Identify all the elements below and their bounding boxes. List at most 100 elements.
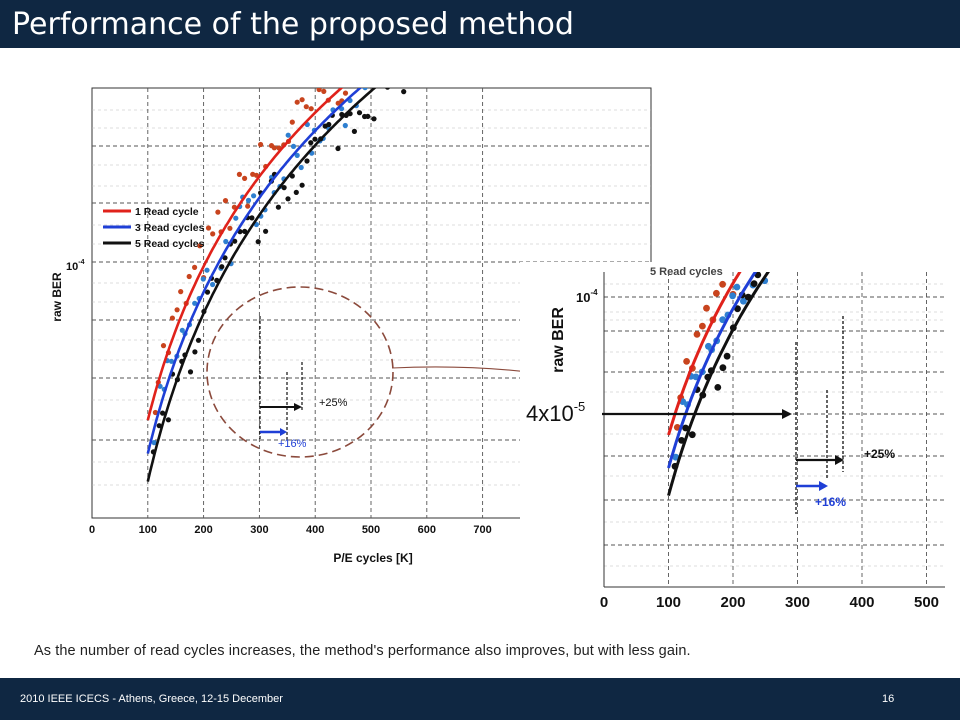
main-dot-r3-56 [402, 53, 407, 58]
zoom-inset: 5 Read cycles 0 100 200 300 400 500 10-4 raw … [520, 50, 952, 614]
zoom-dot-r3-42 [889, 124, 896, 131]
slide-caption: As the number of read cycles increases, … [34, 643, 691, 659]
zoom-dot-r1-17 [760, 242, 767, 249]
main-dot-r1-62 [430, 25, 435, 30]
main-dot-r5-50 [374, 68, 379, 73]
main-dot-r5-58 [412, 71, 417, 76]
zoom-dot-r1-32 [838, 118, 845, 125]
zoom-dot-r1-49 [927, 50, 934, 57]
zoom-dot-r1-21 [781, 221, 788, 228]
legend-label-1: 1 Read cycle [135, 206, 199, 218]
main-dot-r3-32 [294, 152, 300, 158]
main-dot-r5-62 [429, 26, 434, 31]
zoom-dot-r5-21 [780, 232, 787, 239]
zoom-curve-r1 [667, 272, 742, 436]
zoom-dot-r5-31 [832, 191, 839, 198]
main-dot-r1-4 [169, 315, 175, 321]
zoom-dot-r1-46 [910, 82, 917, 89]
zoom-dot-r5-23 [793, 256, 800, 263]
zoom-x-tick-0: 0 [600, 594, 608, 611]
zoom-dot-r5-32 [837, 207, 844, 214]
zoom-dot-r3-18 [767, 232, 774, 239]
main-dot-r3-9 [192, 300, 198, 306]
zoom-dot-r3-43 [893, 141, 900, 148]
main-dot-r1-47 [363, 76, 368, 81]
main-dot-r3-71 [468, 0, 473, 5]
zoom-dot-r1-6 [703, 304, 710, 312]
main-dot-r5-52 [385, 88, 390, 90]
main-dot-r1-51 [379, 69, 384, 74]
main-dot-r1-9 [192, 264, 198, 270]
main-dot-r1-40 [331, 70, 336, 75]
main-dot-r5-74 [483, 6, 488, 11]
main-dot-r5-30 [285, 196, 291, 202]
zoom-x-tick-500: 500 [914, 594, 939, 611]
zoom-dot-r5-27 [812, 189, 819, 196]
zoom-dot-r5-42 [889, 130, 896, 137]
zoom-dot-r5-33 [844, 200, 851, 207]
main-fit-curves [146, 88, 377, 482]
zoom-dot-r1-52 [940, 81, 947, 88]
main-dot-r3-75 [488, 4, 493, 9]
zoom-dot-r5-20 [777, 245, 784, 252]
main-dot-r3-51 [380, 67, 385, 72]
main-dot-r5-29 [281, 185, 287, 191]
zoom-dot-r3-21 [782, 215, 789, 222]
zoom-dot-r1-45 [904, 77, 911, 84]
main-dot-r3-18 [233, 215, 239, 221]
main-dot-r3-12 [204, 267, 210, 273]
zoom-dot-r3-48 [921, 73, 928, 80]
main-dot-r3-22 [251, 193, 257, 199]
zoom-dot-r5-48 [919, 132, 926, 139]
zoom-dot-r5-38 [870, 142, 877, 149]
main-dot-r1-5 [174, 307, 180, 313]
main-dot-r5-65 [443, 23, 448, 28]
main-dot-r3-67 [451, 0, 456, 2]
main-dot-r5-18 [232, 238, 238, 244]
zoom-dot-r3-28 [818, 201, 825, 208]
main-x-axis-label: P/E cycles [K] [333, 551, 412, 565]
zoom-dot-r1-9 [719, 280, 726, 288]
main-dot-r1-57 [407, 31, 412, 36]
zoom-dot-r3-20 [775, 212, 782, 219]
page-number: 16 [882, 693, 895, 705]
main-y-axis-label: raw BER [50, 272, 64, 322]
zoom-dot-r1-19 [771, 189, 778, 196]
main-x-tick-500: 500 [362, 524, 380, 536]
main-dot-r1-32 [294, 99, 300, 105]
main-dot-r5-77 [496, 17, 501, 22]
zoom-dot-r5-34 [849, 176, 856, 183]
main-dot-r1-2 [160, 343, 167, 349]
zoom-dot-r3-33 [842, 182, 849, 189]
legend-label-3: 3 Read cycles [135, 222, 205, 234]
zoom-dot-r5-8 [714, 384, 722, 391]
main-dot-r1-50 [375, 34, 380, 39]
zoom-dot-r3-31 [834, 162, 841, 169]
main-dot-r5-12 [204, 289, 211, 295]
main-dot-r3-76 [490, 17, 495, 22]
footer-bar [0, 678, 960, 720]
zoom-dot-r3-36 [858, 146, 865, 153]
main-dot-r1-38 [321, 88, 327, 94]
zoom-dot-r5-15 [750, 280, 758, 287]
main-dot-r5-10 [195, 337, 202, 343]
main-dot-r5-16 [222, 255, 228, 261]
main-dot-r3-49 [371, 66, 376, 71]
zoom-dot-r3-39 [875, 144, 882, 151]
main-dot-r1-16 [222, 198, 229, 204]
main-dot-r3-1 [157, 383, 163, 389]
main-dot-r5-22 [249, 215, 255, 221]
main-dot-r1-44 [348, 44, 353, 49]
main-x-tick-600: 600 [418, 524, 436, 536]
zoom-dot-r5-2 [682, 424, 689, 432]
zoom-dot-r1-29 [822, 160, 829, 167]
main-dot-r1-14 [215, 209, 221, 215]
zoom-dot-r5-28 [816, 222, 823, 229]
main-dot-r1-36 [312, 80, 317, 85]
main-dot-r3-65 [443, 15, 448, 20]
main-dot-r3-43 [342, 122, 348, 129]
zoom-dot-r5-29 [823, 202, 830, 209]
zoom-dot-r1-25 [801, 181, 808, 188]
zoom-dot-r1-15 [750, 246, 757, 253]
zoom-dot-r3-30 [827, 151, 834, 158]
